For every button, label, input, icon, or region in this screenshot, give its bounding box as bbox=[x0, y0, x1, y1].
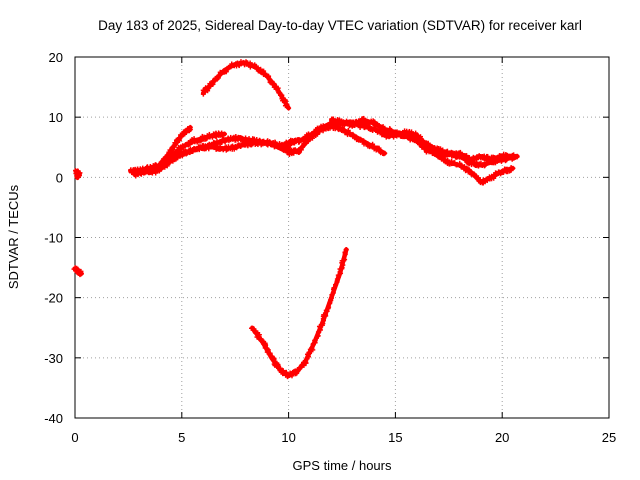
series-path bbox=[73, 169, 82, 180]
series-arc-rise-left bbox=[153, 124, 193, 171]
y-axis-label: SDTVAR / TECUs bbox=[6, 184, 21, 289]
y-tick-label: 20 bbox=[49, 50, 63, 65]
series-arc-mid-right-b bbox=[285, 122, 388, 157]
data-series bbox=[71, 59, 520, 380]
y-tick-label: -20 bbox=[44, 291, 63, 306]
x-tick-label: 25 bbox=[602, 430, 616, 445]
x-tick-label: 5 bbox=[178, 430, 185, 445]
y-tick-label: -40 bbox=[44, 411, 63, 426]
chart-title: Day 183 of 2025, Sidereal Day-to-day VTE… bbox=[98, 18, 582, 33]
x-tick-label: 20 bbox=[495, 430, 509, 445]
y-tick-label: -10 bbox=[44, 231, 63, 246]
x-tick-label: 10 bbox=[281, 430, 295, 445]
x-axis-label: GPS time / hours bbox=[293, 458, 392, 473]
series-arc-mid-right-c bbox=[329, 116, 516, 186]
axis-ticks: 0 5 10 15 20 25 -40 -30 -20 -10 0 10 20 bbox=[44, 50, 616, 445]
series-path bbox=[286, 123, 387, 156]
series-arc-top-hump bbox=[200, 59, 292, 111]
series-arc-bottom-dip bbox=[249, 247, 349, 380]
series-path bbox=[382, 131, 520, 162]
series-arc-mid-right-d bbox=[381, 130, 520, 164]
grid bbox=[75, 57, 609, 418]
series-tracks-near-zero-b bbox=[71, 265, 84, 278]
series-path bbox=[168, 131, 227, 159]
x-tick-label: 15 bbox=[388, 430, 402, 445]
series-arc-rise-left-b bbox=[167, 130, 228, 161]
y-tick-label: -30 bbox=[44, 351, 63, 366]
series-arc-mid-right bbox=[282, 115, 518, 169]
series-tracks-near-zero-a bbox=[73, 168, 83, 181]
series-path bbox=[153, 125, 193, 171]
series-path bbox=[200, 60, 291, 111]
series-path bbox=[72, 267, 84, 276]
series-path bbox=[132, 140, 302, 177]
y-tick-label: 10 bbox=[49, 110, 63, 125]
series-path bbox=[250, 247, 349, 379]
series-path bbox=[329, 117, 516, 185]
series-arc-main-lower-b bbox=[131, 138, 302, 179]
y-tick-label: 0 bbox=[56, 170, 63, 185]
x-tick-label: 0 bbox=[71, 430, 78, 445]
